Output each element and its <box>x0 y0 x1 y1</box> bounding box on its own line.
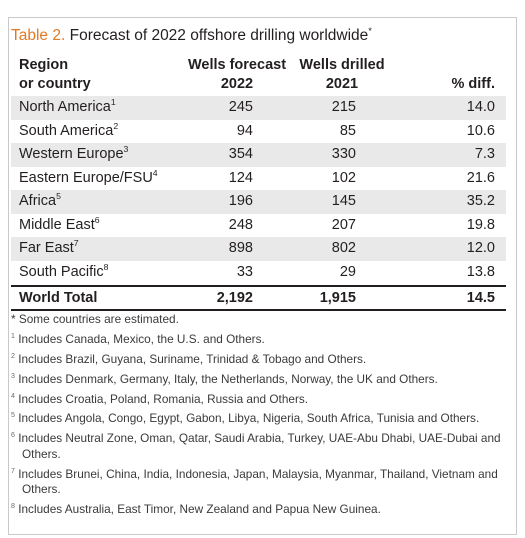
title-footnote-mark: * <box>368 25 372 36</box>
row-forecast: 94 <box>236 122 253 139</box>
row-forecast: 196 <box>228 193 253 209</box>
footnote: 7 Includes Brunei, China, India, Indones… <box>11 467 506 498</box>
row-name: Eastern Europe/FSU4 <box>19 167 158 186</box>
total-rule-top <box>11 285 506 287</box>
row-diff: 13.8 <box>466 263 495 280</box>
table-title-text: Forecast of 2022 offshore drilling world… <box>69 27 369 44</box>
header-percent-diff: % diff. <box>451 76 496 92</box>
footnote: 8 Includes Australia, East Timor, New Ze… <box>11 502 506 517</box>
row-name: Middle East6 <box>19 214 100 233</box>
total-diff: 14.5 <box>466 290 495 306</box>
row-footnote-mark: 1 <box>110 97 116 108</box>
row-diff: 7.3 <box>474 146 495 162</box>
row-diff: 21.6 <box>466 169 495 186</box>
table-body: North America1 245 215 14.0 South America2 94… <box>11 96 506 284</box>
header-wells-drilled: Wells drilled 2021 <box>299 57 385 92</box>
footnote: * Some countries are estimated. <box>11 312 506 327</box>
row-forecast: 33 <box>236 263 253 280</box>
footnote-text: Includes Canada, Mexico, the U.S. and Ot… <box>14 331 265 346</box>
footnote: 2 Includes Brazil, Guyana, Suriname, Tri… <box>11 352 506 367</box>
footnote-mark: 4 <box>11 391 15 400</box>
row-drilled: 215 <box>331 99 356 115</box>
row-footnote-mark: 2 <box>113 120 119 131</box>
table-row: Western Europe3 354 330 7.3 <box>11 143 506 167</box>
row-forecast: 124 <box>228 169 253 186</box>
footnote-mark: 7 <box>11 466 15 475</box>
row-forecast: 898 <box>228 240 253 256</box>
footnote-mark: 8 <box>11 501 15 510</box>
header-region: Region or country <box>19 57 91 92</box>
row-drilled: 85 <box>339 122 356 139</box>
row-diff: 35.2 <box>466 193 495 209</box>
footnote-text: * Some countries are estimated. <box>11 312 179 326</box>
footnote: 6 Includes Neutral Zone, Oman, Qatar, Sa… <box>11 431 506 462</box>
footnote-mark: 3 <box>11 371 15 380</box>
footnote-mark: 1 <box>11 331 15 340</box>
table-row: South America2 94 85 10.6 <box>11 120 506 144</box>
row-name: Western Europe3 <box>19 144 129 162</box>
table-frame <box>8 17 517 535</box>
row-forecast: 354 <box>228 146 253 162</box>
footnote-text: Includes Brazil, Guyana, Suriname, Trini… <box>14 351 367 366</box>
row-drilled: 207 <box>331 216 356 233</box>
footnote: 4 Includes Croatia, Poland, Romania, Rus… <box>11 392 506 407</box>
row-footnote-mark: 8 <box>103 261 109 272</box>
row-name: Far East7 <box>19 238 79 256</box>
total-rule-bottom <box>11 309 506 311</box>
header-wells-forecast: Wells forecast 2022 <box>187 57 287 92</box>
row-name: Africa5 <box>19 191 61 209</box>
row-forecast: 245 <box>228 99 253 115</box>
row-name: South Pacific8 <box>19 261 109 280</box>
total-forecast: 2,192 <box>216 290 253 306</box>
table-row: Africa5 196 145 35.2 <box>11 190 506 214</box>
row-diff: 14.0 <box>466 99 495 115</box>
total-drilled: 1,915 <box>319 290 356 306</box>
row-drilled: 802 <box>331 240 356 256</box>
table-row: Eastern Europe/FSU4 124 102 21.6 <box>11 167 506 191</box>
table-row: South Pacific8 33 29 13.8 <box>11 261 506 285</box>
footnote: 3 Includes Denmark, Germany, Italy, the … <box>11 372 506 387</box>
table-row: Middle East6 248 207 19.8 <box>11 214 506 238</box>
table-row: Far East7 898 802 12.0 <box>11 237 506 261</box>
row-name: South America2 <box>19 120 119 139</box>
footnote-mark: 6 <box>11 431 15 440</box>
table-header: Region or country Wells forecast 2022 We… <box>11 55 506 95</box>
row-drilled: 29 <box>339 263 356 280</box>
row-footnote-mark: 5 <box>56 191 61 202</box>
footnote-mark: 2 <box>11 351 15 360</box>
row-footnote-mark: 3 <box>123 144 129 155</box>
table-label: Table 2. <box>11 27 66 44</box>
footnote-text: Includes Denmark, Germany, Italy, the Ne… <box>14 371 438 386</box>
row-diff: 19.8 <box>466 216 495 233</box>
total-name: World Total <box>19 290 98 306</box>
row-diff: 12.0 <box>466 240 495 256</box>
table-row: North America1 245 215 14.0 <box>11 96 506 120</box>
row-diff: 10.6 <box>466 122 495 139</box>
row-name: North America1 <box>19 97 116 115</box>
row-drilled: 330 <box>331 146 356 162</box>
row-footnote-mark: 7 <box>73 238 79 249</box>
footnote-text: Includes Australia, East Timor, New Zeal… <box>14 501 381 516</box>
footnote-text: Includes Angola, Congo, Egypt, Gabon, Li… <box>14 411 480 426</box>
footnote: 1 Includes Canada, Mexico, the U.S. and … <box>11 332 506 347</box>
row-footnote-mark: 6 <box>94 214 100 225</box>
table-title: Table 2. Forecast of 2022 offshore drill… <box>11 25 372 45</box>
footnote-text: Includes Neutral Zone, Oman, Qatar, Saud… <box>14 431 501 461</box>
footnotes: * Some countries are estimated. 1 Include… <box>11 312 506 522</box>
row-footnote-mark: 4 <box>152 167 158 178</box>
row-drilled: 145 <box>331 193 356 209</box>
footnote-mark: 5 <box>11 411 15 420</box>
row-drilled: 102 <box>331 169 356 186</box>
footnote-text: Includes Croatia, Poland, Romania, Russi… <box>14 391 309 406</box>
footnote-text: Includes Brunei, China, India, Indonesia… <box>14 466 498 496</box>
total-row: World Total 2,192 1,915 14.5 <box>11 287 506 309</box>
row-forecast: 248 <box>228 216 253 233</box>
footnote: 5 Includes Angola, Congo, Egypt, Gabon, … <box>11 411 506 426</box>
